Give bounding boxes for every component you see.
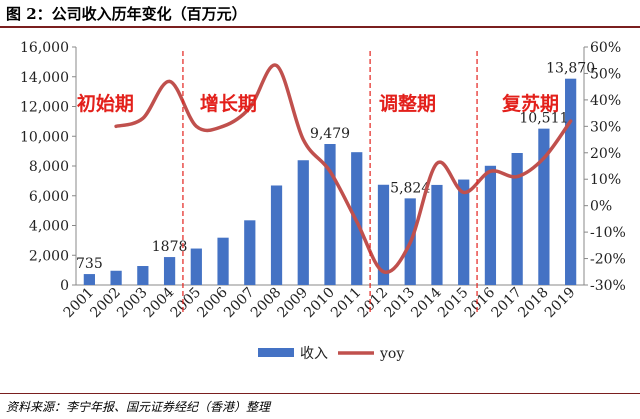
y-right-tick-label: 10% [590,172,621,188]
revenue-bar [511,152,523,285]
revenue-bar [297,160,309,285]
x-tick-label: 2014 [408,284,445,321]
y-right-tick-label: 20% [590,146,621,162]
x-tick-label: 2016 [462,284,499,321]
x-tick-label: 2012 [355,285,392,322]
y-left-tick-label: 4,000 [29,219,69,235]
x-tick-label: 2009 [275,285,312,322]
bar-data-label: 1878 [152,239,188,255]
y-right-tick-label: -30% [590,278,626,294]
y-left-tick-label: 14,000 [20,70,69,86]
revenue-bar [484,165,497,285]
revenue-bar [538,128,550,285]
revenue-bar [137,266,149,285]
bar-data-label: 13,870 [546,61,595,77]
x-tick-label: 2008 [248,285,285,322]
revenue-bar [431,184,443,285]
y-left-tick-label: 12,000 [20,100,69,116]
source-note: 资料来源：李宁年报、国元证券经纪（香港）整理 [6,400,271,414]
x-tick-label: 2011 [328,285,365,322]
y-left-tick-label: 0 [60,278,69,294]
x-tick-label: 2018 [515,285,552,322]
bar-data-label: 9,479 [310,126,350,142]
phase-label: 初始期 [77,92,134,115]
revenue-bar [110,270,122,285]
x-tick-label: 2002 [87,285,124,322]
x-tick-label: 2019 [542,285,579,322]
x-tick-label: 2010 [301,285,338,322]
phase-label: 复苏期 [501,92,559,115]
y-right-tick-label: 60% [590,40,621,56]
yoy-line [114,63,573,275]
source-rule [0,393,640,394]
y-right-tick-label: 0% [590,199,612,215]
x-tick-label: 2015 [435,285,472,322]
phase-label: 增长期 [200,92,257,115]
revenue-bar [565,78,577,285]
phase-label: 调整期 [379,92,436,115]
revenue-bar [190,248,202,285]
revenue-bar [163,257,176,285]
y-left-tick-label: 16,000 [20,40,69,56]
x-tick-label: 2006 [194,284,231,321]
y-right-tick-label: -10% [590,225,626,241]
revenue-bar [270,185,283,285]
chart-title: 图 2：公司收入历年变化（百万元） [6,5,247,23]
legend-swatch-revenue [258,348,294,357]
x-tick-label: 2013 [382,285,419,322]
y-left-tick-label: 2,000 [29,248,69,264]
legend-label-yoy: yoy [379,346,404,362]
revenue-bar [217,237,229,285]
y-right-tick-label: 30% [590,119,621,135]
x-tick-label: 2004 [141,284,178,321]
revenue-bar [458,179,470,285]
y-right-tick-label: -20% [590,252,626,268]
revenue-bar [244,220,256,285]
revenue-bar [83,274,95,285]
revenue-bar [324,143,336,285]
title-rule [0,26,640,28]
y-left-tick-label: 8,000 [29,159,69,175]
bar-data-label: 5,824 [390,180,430,196]
bar-data-label: 735 [76,256,103,272]
y-right-tick-label: 50% [590,66,621,82]
y-right-tick-label: 40% [590,93,621,109]
y-left-tick-label: 6,000 [29,189,69,205]
revenue-bar [377,184,390,285]
x-tick-label: 2003 [114,285,151,322]
bar-data-label: 10,511 [519,111,568,127]
x-tick-label: 2017 [488,285,525,322]
x-tick-label: 2007 [221,285,258,322]
x-tick-label: 2005 [168,285,205,322]
legend-label-revenue: 收入 [300,346,328,362]
y-left-tick-label: 10,000 [20,129,69,145]
